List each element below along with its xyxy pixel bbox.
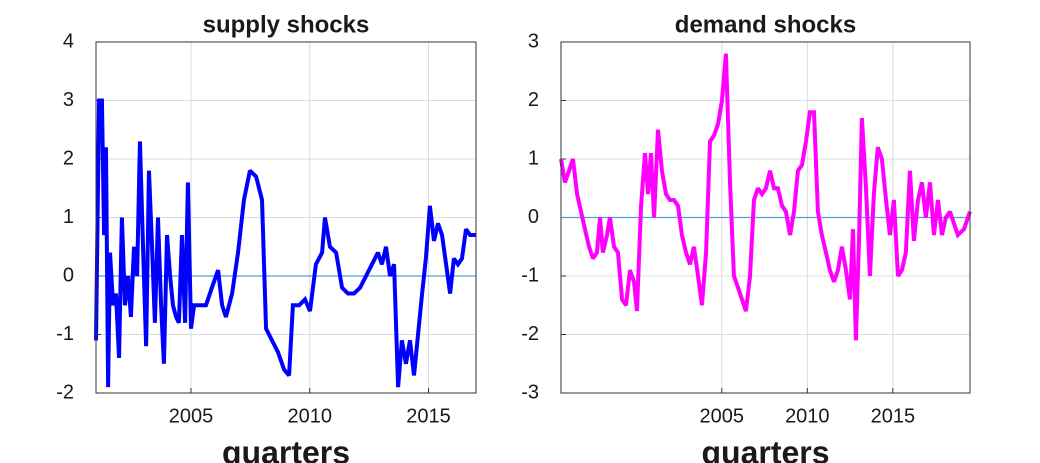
y-tick-label: -3 [521,381,539,403]
y-tick-label: 1 [528,147,539,169]
x-tick-label: 2015 [871,405,916,427]
x-tick-label: 2005 [700,405,745,427]
y-tick-label: 3 [528,30,539,52]
series-line [94,98,476,388]
y-tick-label: 1 [63,206,74,228]
axes-frame [95,41,477,394]
chart-title: supply shocks [203,11,370,38]
y-tick-label: 4 [63,30,74,52]
x-tick-label: 2005 [169,405,214,427]
axes: -2 -1 0 1 2 3 4 2005 2010 2015 supply shocks quarte… [56,11,477,463]
y-tick-label: 2 [528,89,539,111]
y-tick-label: -2 [56,381,74,403]
series-line [559,53,972,341]
x-tick-label: 2010 [785,405,830,427]
y-tick-label: 0 [528,206,539,228]
y-tick-label: -1 [56,323,74,345]
x-axis-label: quarters [222,434,350,463]
y-tick-label: 0 [63,264,74,286]
chart-title: demand shocks [675,11,856,38]
x-tick-label: 2010 [288,405,333,427]
axes-frame [560,41,971,394]
y-tick-label: 3 [63,89,74,111]
x-tick-label: 2015 [406,405,451,427]
x-axis-label: quarters [701,434,829,463]
y-tick-label: -1 [521,264,539,286]
y-tick-label: 2 [63,147,74,169]
axes: -3 -2 -1 0 1 2 3 2005 2010 2015 demand shocks quart… [521,11,972,463]
y-tick-label: -2 [521,323,539,345]
